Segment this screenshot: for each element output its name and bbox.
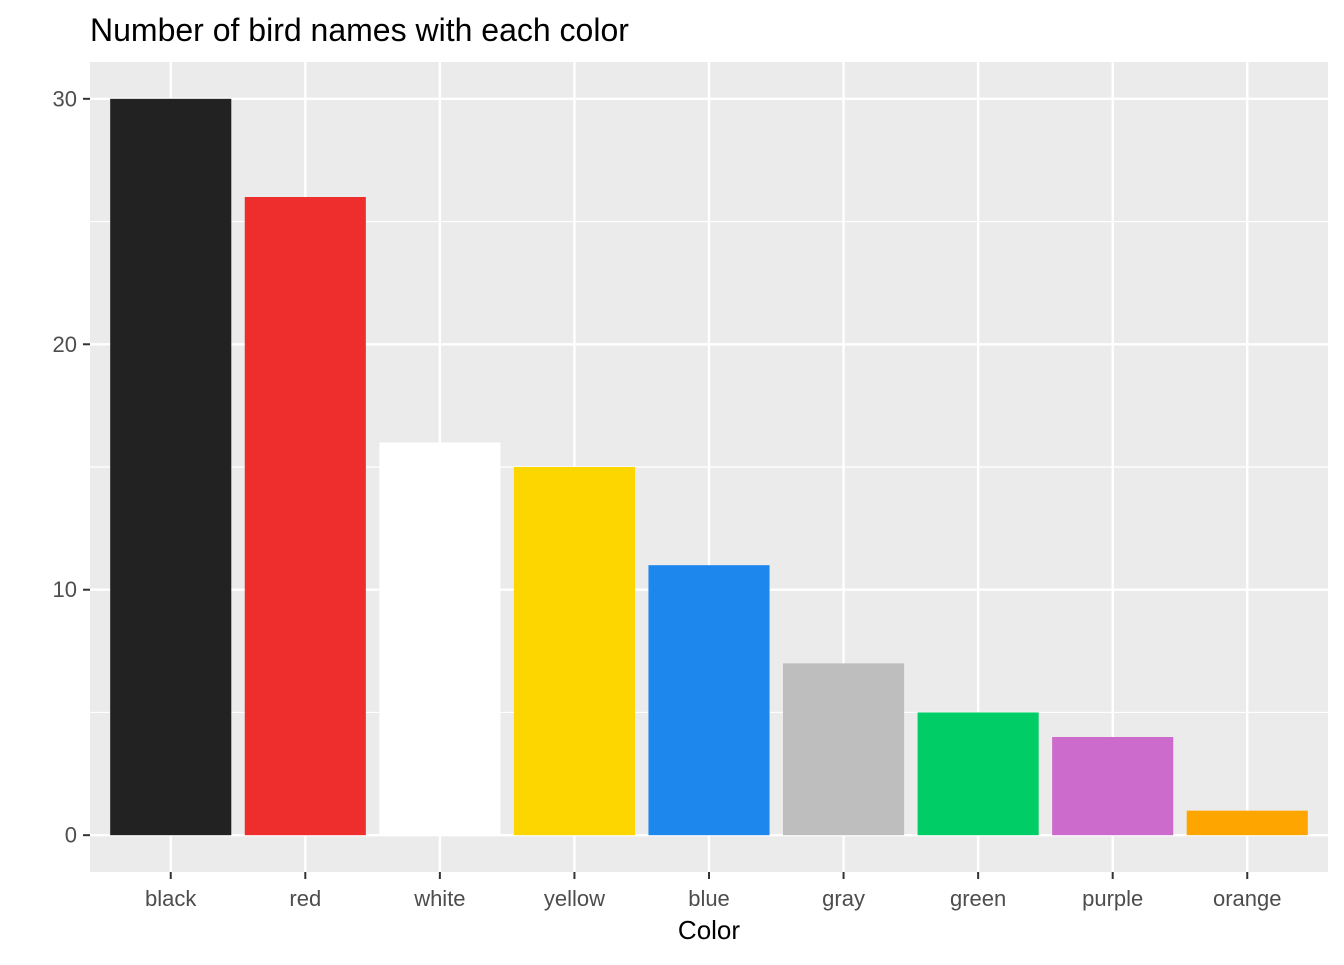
x-tick-label-yellow: yellow	[544, 886, 605, 911]
y-tick-label: 20	[53, 332, 77, 357]
x-axis-title: Color	[678, 915, 740, 945]
y-tick-label: 10	[53, 577, 77, 602]
x-tick-label-black: black	[145, 886, 197, 911]
x-tick-label-white: white	[413, 886, 465, 911]
x-tick-label-gray: gray	[822, 886, 865, 911]
bar-green	[917, 712, 1039, 836]
bar-yellow	[513, 467, 635, 836]
bar-orange	[1186, 810, 1308, 836]
x-tick-label-green: green	[950, 886, 1006, 911]
chart-title: Number of bird names with each color	[90, 12, 629, 48]
bar-white	[379, 442, 501, 836]
y-tick-label: 0	[65, 823, 77, 848]
x-tick-label-blue: blue	[688, 886, 730, 911]
x-tick-label-orange: orange	[1213, 886, 1282, 911]
x-tick-label-red: red	[289, 886, 321, 911]
y-axis: 0 10 20 30	[53, 86, 90, 848]
x-tick-label-purple: purple	[1082, 886, 1143, 911]
bar-red	[244, 197, 366, 836]
bar-black	[110, 98, 232, 836]
bars	[110, 98, 1308, 836]
bar-gray	[783, 663, 905, 836]
x-axis: black red white yellow blue gray green purple or…	[145, 872, 1282, 911]
y-tick-label: 30	[53, 86, 77, 111]
bar-purple	[1052, 737, 1174, 836]
bar-blue	[648, 565, 770, 836]
